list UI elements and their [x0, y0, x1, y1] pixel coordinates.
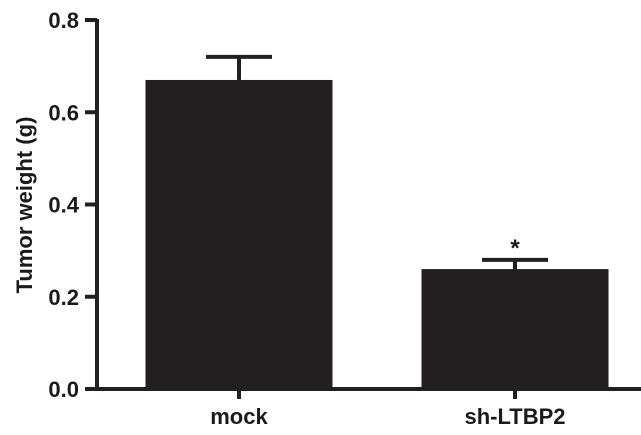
- y-axis: 0.0 0.2 0.4 0.6 0.8: [48, 8, 99, 402]
- y-tick-label: 0.8: [48, 8, 79, 33]
- category-labels: mock sh-LTBP2: [210, 404, 565, 429]
- x-axis: [95, 387, 641, 399]
- bar-sh-ltbp2: [421, 269, 609, 389]
- x-tick-label: sh-LTBP2: [464, 404, 565, 429]
- significance-marker: *: [510, 235, 520, 262]
- bars: [145, 79, 609, 390]
- y-tick-label: 0.0: [48, 377, 79, 402]
- y-tick-label: 0.6: [48, 100, 79, 125]
- x-tick-label: mock: [210, 404, 268, 429]
- y-tick-label: 0.2: [48, 285, 79, 310]
- y-tick-label: 0.4: [48, 193, 79, 218]
- error-bars: *: [206, 54, 548, 270]
- y-axis-label: Tumor weight (g): [12, 117, 37, 294]
- bar-mock: [145, 79, 333, 390]
